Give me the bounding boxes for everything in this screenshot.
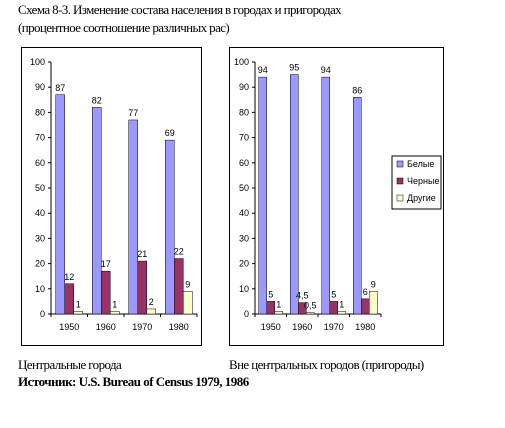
bar-other-1980 [183,291,193,315]
data-label-other-1960: 0,5 [304,301,317,311]
bar-white-1970 [128,119,138,315]
y-tick-label: 100 [234,57,249,67]
x-tick-label: 1980 [355,322,375,332]
y-tick-label: 70 [35,133,45,143]
source-note: Источник: U.S. Bureau of Census 1979, 19… [18,374,249,389]
y-tick-label: 80 [239,107,249,117]
bar-chart-central-cities: 0 10 20 30 40 50 60 70 80 90 100 1950 1960 1970 1980 87… [30,57,198,332]
data-label-other-1960: 1 [112,299,117,309]
bar-black-1960 [298,302,307,315]
bar-other-1950 [73,311,83,315]
y-tick-label: 30 [35,233,45,243]
y-tick-label: 60 [239,158,249,168]
bar-other-1960 [306,312,315,315]
legend-label-black: Черные [407,176,439,186]
y-tick-label: 70 [239,133,249,143]
x-tick-label: 1970 [132,322,152,332]
data-label-black-1970: 21 [137,249,147,259]
y-tick-label: 10 [239,284,249,294]
data-label-black-1980: 22 [174,247,184,257]
bar-black-1970 [137,260,147,315]
y-tick-label: 40 [35,208,45,218]
x-tick-label: 1960 [292,322,312,332]
bar-black-1950 [266,301,275,315]
data-label-white-1960: 95 [289,63,299,73]
x-tick-label: 1950 [59,322,79,332]
data-label-white-1980: 69 [165,128,175,138]
x-tick-label: 1960 [96,322,116,332]
chart-panel-central-cities: 0 10 20 30 40 50 60 70 80 90 100 1950 1960 1970 1980 87… [21,47,202,346]
data-label-black-1980: 6 [363,287,368,297]
bar-black-1960 [101,270,111,315]
data-label-black-1950: 12 [64,272,74,282]
data-label-black-1970: 5 [331,289,336,299]
bar-other-1970 [146,308,156,315]
data-label-other-1970: 2 [149,297,154,307]
data-label-white-1950: 87 [55,83,65,93]
bar-black-1980 [361,298,370,315]
caption-central-cities: Центральные города [18,357,122,372]
x-tick-label: 1980 [169,322,189,332]
legend-label-other: Другие [407,193,436,203]
data-label-black-1960: 17 [101,259,111,269]
data-label-other-1950: 1 [276,299,281,309]
bar-white-1960 [290,74,299,315]
y-tick-label: 50 [35,183,45,193]
data-label-other-1980: 9 [371,279,376,289]
data-label-black-1950: 5 [268,289,273,299]
bar-black-1980 [174,258,184,315]
data-label-white-1980: 86 [352,85,362,95]
y-tick-label: 50 [239,183,249,193]
y-tick-label: 20 [239,259,249,269]
bar-white-1970 [321,76,330,315]
data-label-black-1960: 4,5 [296,291,309,301]
y-tick-label: 40 [239,208,249,218]
bar-white-1950 [55,94,65,315]
bar-white-1980 [165,139,175,315]
bar-other-1980 [369,291,378,315]
y-tick-label: 0 [40,309,45,319]
data-label-other-1980: 9 [185,279,190,289]
legend-swatch-white [396,160,404,168]
y-tick-label: 90 [35,82,45,92]
x-tick-label: 1970 [324,322,344,332]
chart-panel-suburbs: 0 10 20 30 40 50 60 70 80 90 100 1950 1960 1970 1980 94… [229,47,444,346]
legend-swatch-other [396,194,404,202]
legend-swatch-black [396,177,404,185]
chart-title: Схема 8-3. Изменение состава населения в… [18,2,342,17]
data-label-other-1950: 1 [76,299,81,309]
data-label-white-1970: 94 [321,65,331,75]
y-tick-label: 100 [30,57,45,67]
bar-white-1980 [353,97,362,315]
data-label-white-1970: 77 [128,108,138,118]
data-label-white-1950: 94 [258,65,268,75]
y-tick-label: 90 [239,82,249,92]
bar-black-1950 [64,283,74,315]
bar-white-1950 [258,76,267,315]
y-tick-label: 0 [244,309,249,319]
data-label-white-1960: 82 [92,95,102,105]
bar-black-1970 [329,301,338,315]
bar-other-1950 [274,311,283,315]
legend-label-white: Белые [407,159,434,169]
chart-subtitle: (процентное соотношение различных рас) [18,20,230,35]
y-tick-label: 60 [35,158,45,168]
bar-other-1970 [337,311,346,315]
y-tick-label: 20 [35,259,45,269]
y-tick-label: 30 [239,233,249,243]
x-tick-label: 1950 [261,322,281,332]
y-tick-label: 10 [35,284,45,294]
caption-suburbs: Вне центральных городов (пригороды) [229,357,424,372]
bar-other-1960 [110,311,120,315]
data-label-other-1970: 1 [339,299,344,309]
y-tick-label: 80 [35,107,45,117]
bar-white-1960 [92,107,102,315]
